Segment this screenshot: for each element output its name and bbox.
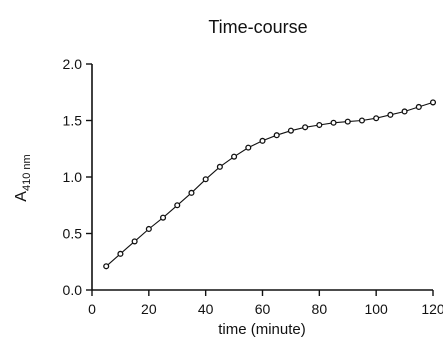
data-point (429, 99, 437, 106)
x-tick-label: 20 (141, 301, 157, 317)
data-point (330, 119, 337, 126)
data-point (174, 202, 181, 209)
data-point (145, 225, 152, 233)
fit-line (105, 101, 434, 267)
y-axis-label: A410 nm (13, 154, 33, 201)
data-point (216, 163, 223, 170)
data-point (159, 214, 167, 221)
x-ticks: 0 20 40 60 80 100 120 (88, 290, 443, 317)
data-point (188, 189, 195, 196)
y-tick-label: 0.5 (63, 226, 83, 242)
data-point (344, 118, 351, 125)
x-tick-label: 0 (88, 301, 96, 317)
x-tick-label: 80 (312, 301, 328, 317)
x-tick-label: 120 (421, 301, 443, 317)
data-point (316, 121, 323, 129)
x-axis-label: time (minute) (218, 321, 306, 338)
x-tick-label: 60 (255, 301, 271, 317)
data-point (401, 108, 408, 115)
data-point (387, 111, 394, 118)
data-point (202, 176, 209, 183)
data-point (415, 103, 422, 110)
y-ticks: 0.0 0.5 1.0 1.5 2.0 (63, 56, 92, 298)
data-point (373, 115, 380, 122)
data-point (302, 124, 309, 131)
data-point (287, 127, 294, 134)
y-axis-label-sub: 410 nm (21, 154, 33, 191)
x-tick-label: 40 (198, 301, 214, 317)
data-point (231, 153, 238, 160)
y-tick-label: 1.5 (63, 113, 83, 129)
y-axis-label-main: A (13, 191, 30, 202)
y-tick-label: 1.0 (63, 169, 83, 185)
data-point (131, 238, 138, 245)
data-point (103, 263, 110, 270)
y-tick-label: 2.0 (63, 56, 83, 72)
data-point (245, 144, 252, 151)
data-point (117, 250, 124, 257)
data-point (358, 117, 366, 124)
plot-area: 0.0 0.5 1.0 1.5 2.0 0 20 40 60 80 100 120 (63, 56, 443, 317)
data-points (103, 99, 437, 270)
x-tick-label: 100 (364, 301, 388, 317)
data-point (259, 137, 266, 144)
chart-title: Time-course (208, 17, 307, 37)
y-tick-label: 0.0 (63, 282, 83, 298)
data-point (273, 132, 280, 139)
